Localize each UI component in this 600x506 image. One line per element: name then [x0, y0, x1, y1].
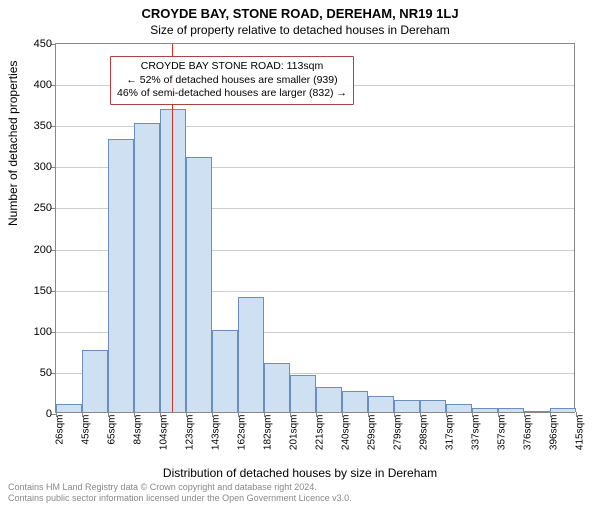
ytick-label: 250	[24, 202, 52, 214]
ytick-label: 50	[24, 367, 52, 379]
histogram-bar	[212, 330, 238, 412]
footer-attribution: Contains HM Land Registry data © Crown c…	[8, 482, 592, 504]
chart-title: CROYDE BAY, STONE ROAD, DEREHAM, NR19 1L…	[0, 6, 600, 21]
xtick-label: 240sqm	[341, 415, 352, 451]
histogram-bar	[394, 400, 420, 412]
histogram-bar	[134, 123, 160, 412]
histogram-bar	[446, 404, 472, 412]
histogram-bar	[160, 109, 186, 412]
ytick-label: 200	[24, 244, 52, 256]
chart-subtitle: Size of property relative to detached ho…	[0, 23, 600, 37]
histogram-bar	[550, 408, 576, 412]
x-axis-label: Distribution of detached houses by size …	[0, 466, 600, 480]
footer-line1: Contains HM Land Registry data © Crown c…	[8, 482, 592, 493]
ytick-label: 400	[24, 79, 52, 91]
xtick-label: 279sqm	[393, 415, 404, 451]
xtick-label: 84sqm	[133, 415, 144, 445]
xtick-label: 337sqm	[471, 415, 482, 451]
histogram-bar	[420, 400, 446, 412]
histogram-bar	[498, 408, 524, 412]
histogram-bar	[472, 408, 498, 412]
footer-line2: Contains public sector information licen…	[8, 493, 592, 504]
ytick-label: 450	[24, 38, 52, 50]
xtick-label: 143sqm	[211, 415, 222, 451]
histogram-bar	[342, 391, 368, 412]
plot-area: 05010015020025030035040045026sqm45sqm65s…	[55, 43, 575, 413]
xtick-label: 201sqm	[289, 415, 300, 451]
xtick-label: 45sqm	[81, 415, 92, 445]
xtick-label: 317sqm	[445, 415, 456, 451]
histogram-bar	[368, 396, 394, 412]
histogram-bar	[290, 375, 316, 412]
histogram-bar	[108, 139, 134, 412]
xtick-label: 357sqm	[497, 415, 508, 451]
annotation-line: ← 52% of detached houses are smaller (93…	[117, 74, 347, 88]
histogram-bar	[186, 157, 212, 412]
histogram-bar	[238, 297, 264, 412]
xtick-label: 162sqm	[237, 415, 248, 451]
y-axis-label: Number of detached properties	[6, 61, 20, 226]
histogram-bar	[264, 363, 290, 412]
xtick-label: 376sqm	[523, 415, 534, 451]
xtick-label: 123sqm	[185, 415, 196, 451]
ytick-label: 100	[24, 326, 52, 338]
xtick-label: 221sqm	[315, 415, 326, 451]
ytick-label: 0	[24, 408, 52, 420]
ytick-label: 350	[24, 120, 52, 132]
xtick-label: 26sqm	[55, 415, 66, 445]
histogram-bar	[524, 411, 550, 412]
xtick-label: 259sqm	[367, 415, 378, 451]
histogram-bar	[56, 404, 82, 412]
chart-area: 05010015020025030035040045026sqm45sqm65s…	[55, 43, 575, 413]
xtick-label: 415sqm	[575, 415, 586, 451]
ytick-label: 150	[24, 285, 52, 297]
xtick-label: 396sqm	[549, 415, 560, 451]
histogram-bar	[82, 350, 108, 412]
ytick-label: 300	[24, 161, 52, 173]
xtick-label: 298sqm	[419, 415, 430, 451]
annotation-line: CROYDE BAY STONE ROAD: 113sqm	[117, 60, 347, 74]
xtick-label: 104sqm	[159, 415, 170, 451]
annotation-line: 46% of semi-detached houses are larger (…	[117, 87, 347, 101]
xtick-label: 182sqm	[263, 415, 274, 451]
annotation-box: CROYDE BAY STONE ROAD: 113sqm← 52% of de…	[110, 56, 354, 105]
xtick-label: 65sqm	[107, 415, 118, 445]
histogram-bar	[316, 387, 342, 412]
